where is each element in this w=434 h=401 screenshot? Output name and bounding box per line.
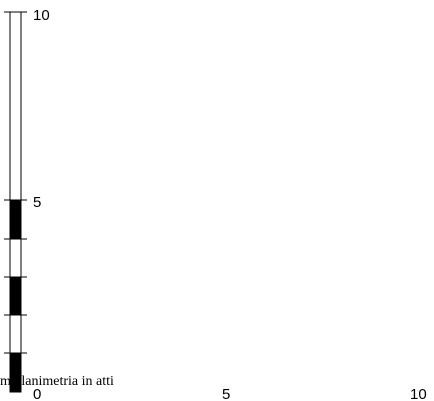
caption-text: m planimetria in atti (0, 374, 114, 389)
scale-label-mid: 5 (33, 194, 41, 211)
scale-segment-empty (9, 314, 22, 354)
scale-segment-filled (10, 277, 21, 315)
scale-segment-filled (10, 200, 21, 239)
scale-segment-empty (9, 238, 22, 278)
scale-label-top: 10 (33, 7, 50, 24)
x-axis-label-end: 10 (410, 386, 427, 401)
scale-label-bottom: 0 (33, 386, 41, 401)
scale-segment-filled (10, 353, 21, 392)
x-axis-label-mid: 5 (222, 386, 230, 401)
